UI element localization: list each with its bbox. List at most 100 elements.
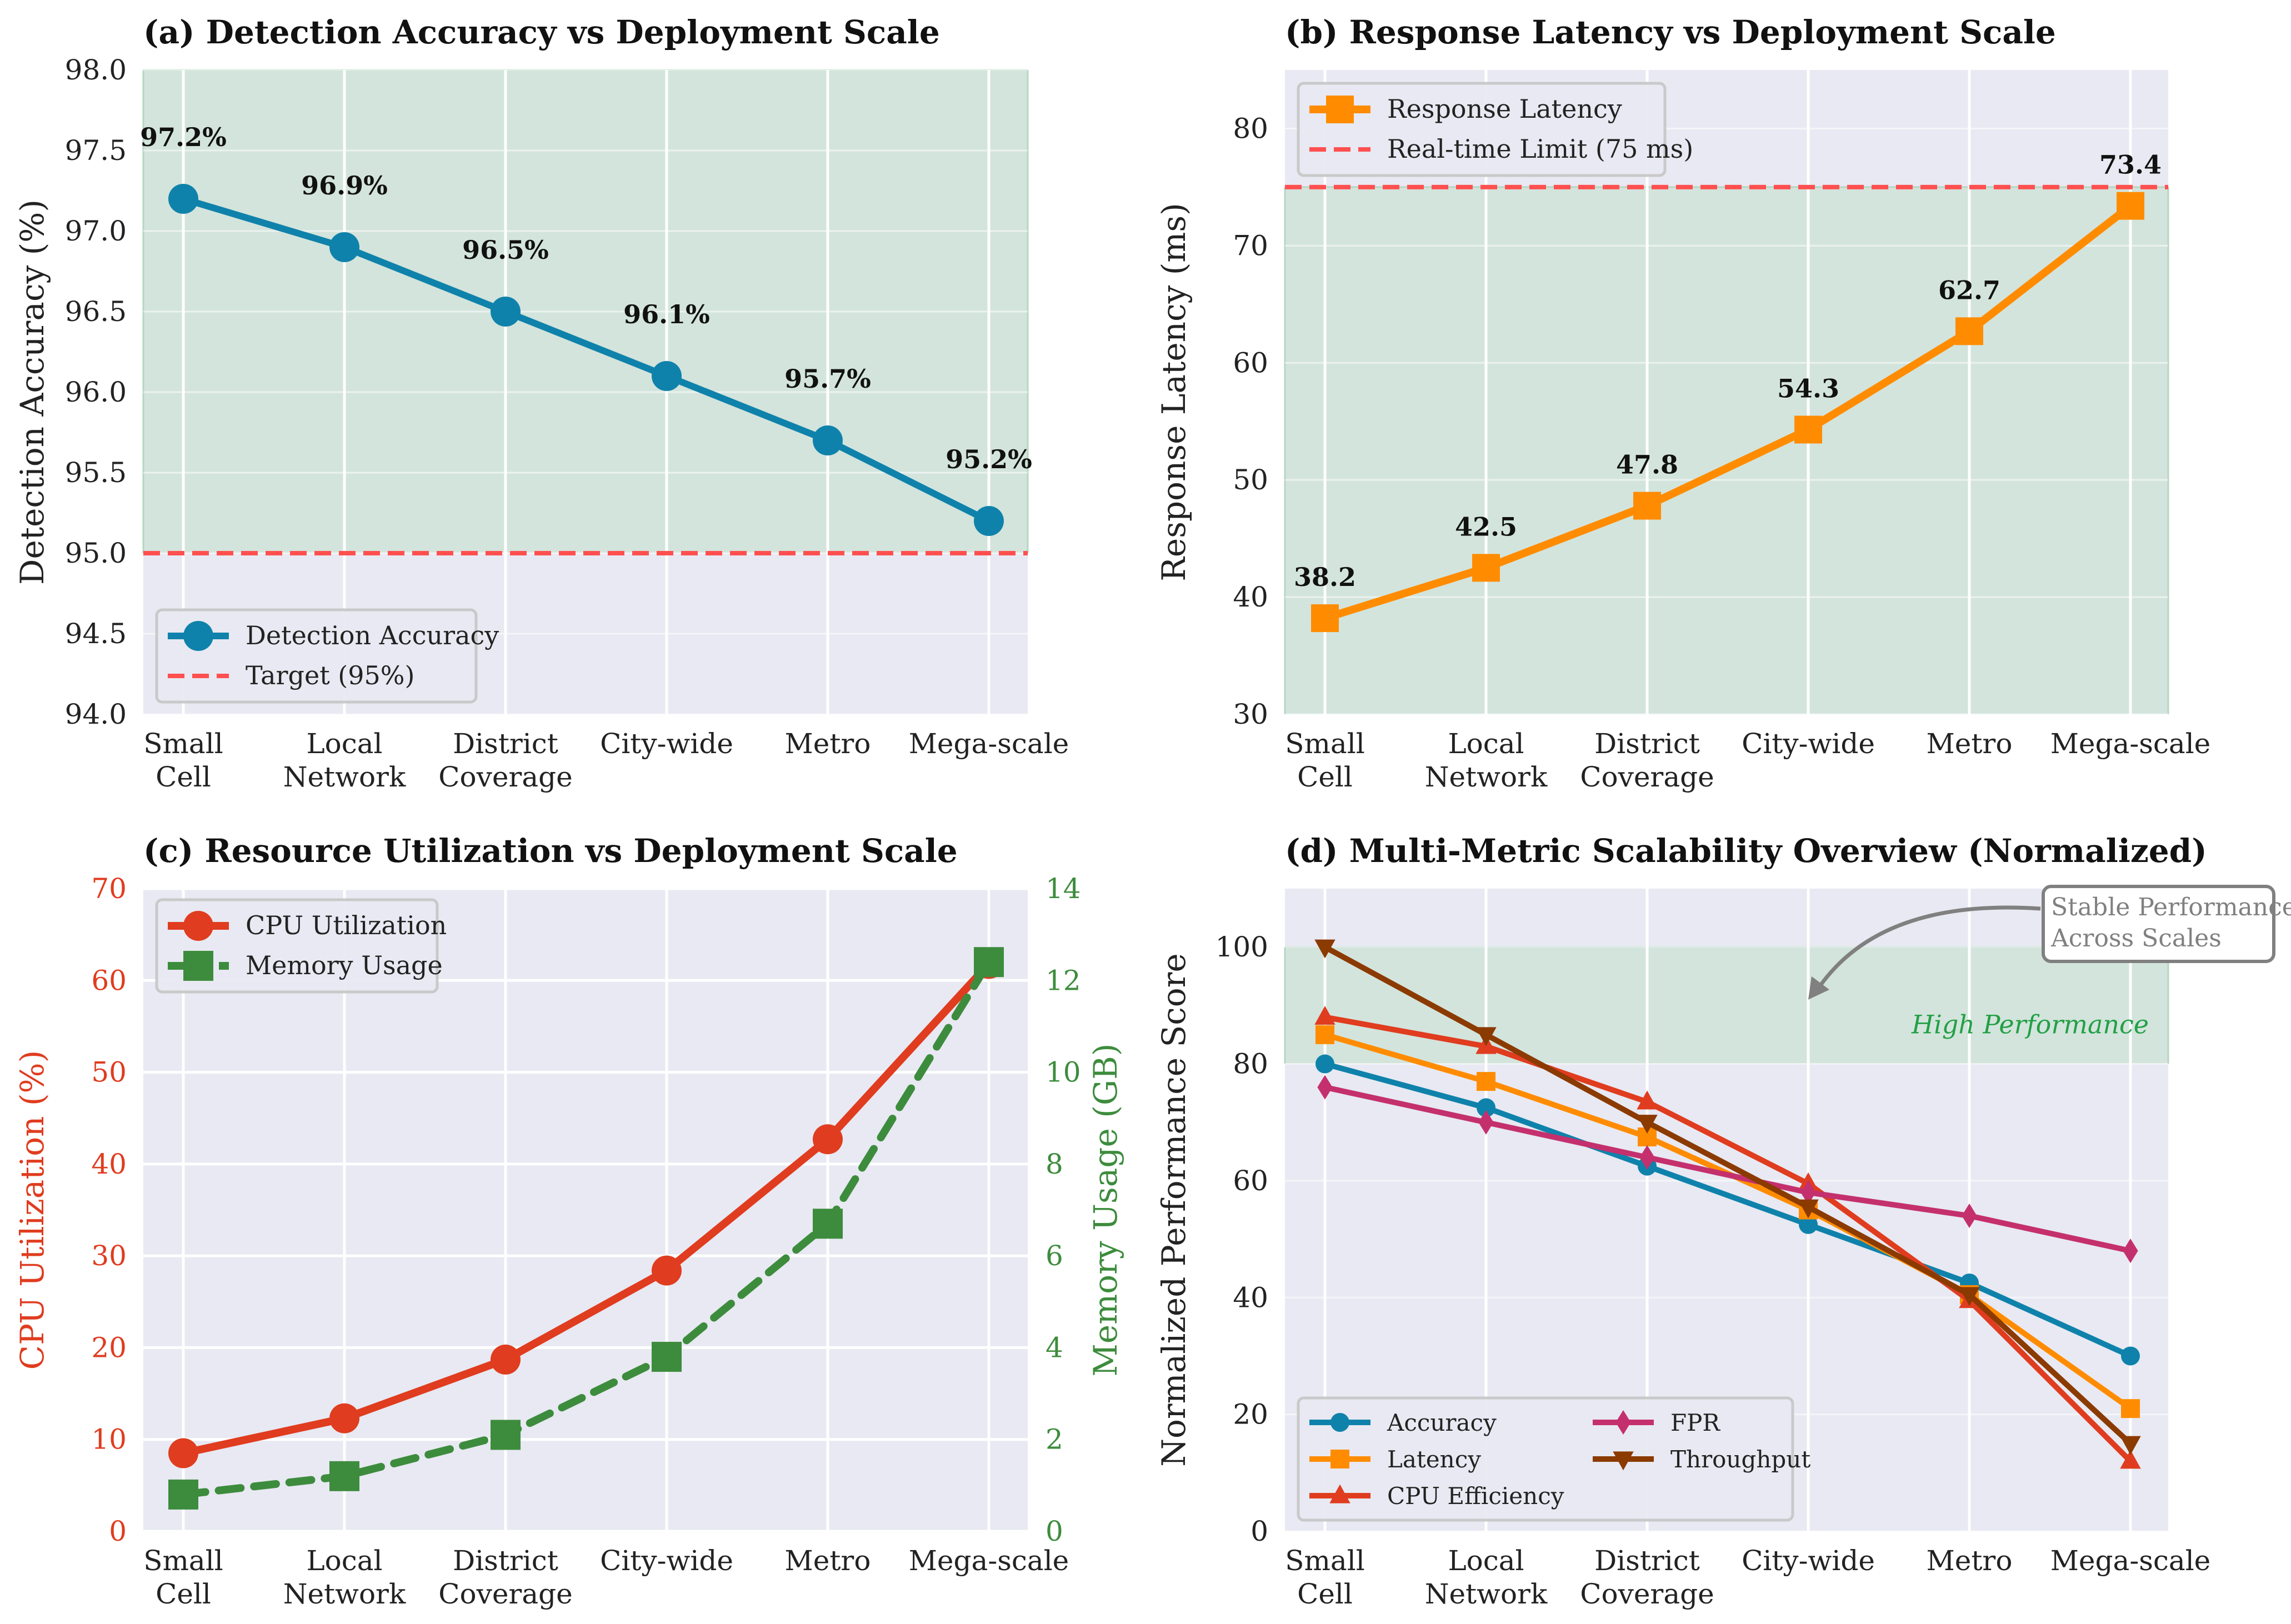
x-tick-label: District [1594, 1545, 1700, 1577]
x-tick-label: District [1594, 728, 1700, 760]
data-label: 96.1% [623, 299, 710, 329]
data-label: 96.9% [301, 171, 388, 201]
annotation-arrowhead [1808, 976, 1829, 1000]
y-tick-label: 94.5 [65, 618, 127, 650]
data-label: 47.8 [1616, 450, 1678, 480]
data-point [1477, 1072, 1495, 1091]
y-tick-label: 95.0 [65, 537, 127, 569]
data-point [1959, 1287, 1980, 1306]
legend: Detection Accuracy Target (95%) [155, 608, 499, 704]
x-tick-label: District [453, 1545, 558, 1577]
y-tick-label-right: 10 [1046, 1056, 1081, 1089]
x-tick-label: Coverage [1580, 761, 1714, 793]
x-tick-label: City-wide [1742, 1545, 1875, 1577]
x-tick-label: Metro [1927, 728, 2013, 760]
x-tick-label: Network [1425, 761, 1548, 793]
data-point [2121, 1346, 2140, 1366]
x-tick-label: Local [1448, 1545, 1524, 1577]
data-point [1475, 1027, 1497, 1046]
x-tick-label: Metro [785, 728, 871, 760]
annotation-box [2042, 885, 2275, 963]
data-point [1962, 1203, 1977, 1229]
x-tick-label: Small [1285, 1545, 1364, 1577]
data-point [1472, 554, 1500, 582]
x-tick-label: Coverage [1580, 1578, 1714, 1610]
data-point [1317, 1075, 1333, 1100]
y-tick-label: 80 [1233, 1048, 1268, 1080]
x-tick-label: Local [306, 1545, 382, 1577]
legend-label: Latency [1387, 1446, 1481, 1473]
data-point [974, 506, 1004, 536]
x-tick-label: Coverage [438, 1578, 573, 1610]
data-label: 54.3 [1777, 373, 1839, 403]
data-point [1955, 317, 1983, 345]
y-tick-label: 20 [91, 1331, 127, 1364]
chart-title: (d) Multi-Metric Scalability Overview (N… [1285, 832, 2207, 870]
legend-marker [1615, 1410, 1631, 1435]
data-point [1637, 1115, 1658, 1134]
x-tick-label: Network [1425, 1578, 1548, 1610]
y-axis-label: CPU Utilization (%) [13, 1050, 51, 1370]
data-point [1800, 1180, 1816, 1205]
y-tick-label-right: 4 [1046, 1331, 1063, 1364]
data-point [491, 297, 521, 327]
data-point [1637, 1090, 1658, 1110]
legend-label: Target (95%) [246, 660, 414, 690]
legend: CPU Utilization Memory Usage [155, 898, 447, 994]
data-point [652, 1255, 682, 1286]
y-tick-label: 60 [1233, 347, 1268, 379]
data-point [1311, 604, 1339, 633]
series-line-response-latency [1321, 202, 2134, 623]
legend-label: Memory Usage [246, 950, 443, 980]
data-point [1639, 1145, 1655, 1170]
x-tick-label: District [453, 728, 558, 760]
x-tick-label: City-wide [600, 728, 733, 760]
y-tick-label-right: 2 [1046, 1423, 1063, 1456]
data-point [2117, 192, 2144, 220]
data-point [2120, 1436, 2141, 1455]
data-point [813, 1209, 843, 1239]
y-tick-label: 80 [1233, 112, 1268, 144]
data-point [1315, 1054, 1334, 1074]
legend-marker [1330, 1450, 1349, 1468]
legend-marker [1613, 1451, 1634, 1471]
y-tick-label: 98.0 [65, 54, 127, 86]
data-point [1794, 415, 1822, 444]
x-tick-label: Small [143, 1545, 223, 1577]
y-tick-label: 50 [91, 1056, 127, 1089]
data-label: 73.4 [2099, 150, 2162, 180]
legend-label: FPR [1670, 1409, 1720, 1436]
legend-marker [1330, 1413, 1349, 1432]
data-point [1798, 1199, 1819, 1219]
y-tick-label: 0 [109, 1515, 127, 1547]
x-tick-label: City-wide [1742, 728, 1875, 760]
data-point [329, 1403, 359, 1433]
y-tick-label-right: 0 [1046, 1515, 1063, 1547]
y-tick-label: 96.0 [65, 376, 127, 408]
series-line-detection-accuracy [180, 196, 992, 524]
data-label: 38.2 [1294, 562, 1356, 592]
data-point [974, 947, 1004, 978]
data-point [168, 1438, 198, 1468]
data-label: 96.5% [462, 235, 549, 265]
legend: Response Latency Real-time Limit (75 ms) [1297, 82, 1693, 177]
chart-title: (c) Resource Utilization vs Deployment S… [143, 832, 958, 870]
x-tick-label: Mega-scale [2050, 1545, 2211, 1577]
data-point [1477, 1098, 1495, 1117]
shaded-band [1285, 947, 2168, 1064]
y-axis-label-right: Memory Usage (GB) [1087, 1044, 1124, 1377]
y-tick-label: 94.0 [65, 698, 127, 730]
y-axis-label: Response Latency (ms) [1155, 203, 1193, 581]
annotation-text: Across Scales [2050, 924, 2222, 953]
y-tick-label: 96.5 [65, 295, 127, 328]
legend-marker [1326, 96, 1354, 123]
data-label: 42.5 [1455, 512, 1517, 542]
legend-marker [1329, 1484, 1350, 1503]
x-tick-label: Mega-scale [909, 1545, 1069, 1577]
series-line-cpu-utilization [179, 960, 993, 1457]
y-tick-label-right: 6 [1046, 1240, 1063, 1272]
data-point [2120, 1450, 2141, 1469]
